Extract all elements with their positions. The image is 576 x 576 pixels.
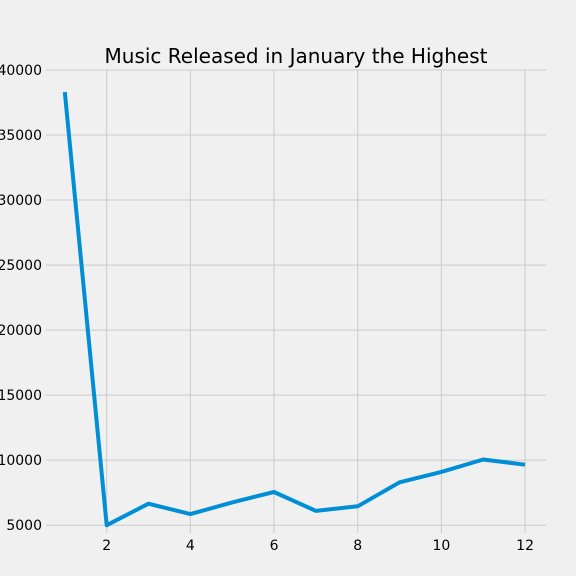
x-tick-label: 2 [102, 538, 111, 554]
x-tick-label: 8 [353, 538, 362, 554]
y-tick-label: 35000 [0, 128, 42, 144]
x-tick-label: 4 [186, 538, 195, 554]
data-point [523, 463, 527, 467]
data-point [272, 490, 276, 494]
data-point [356, 504, 360, 508]
series-layer [62, 90, 527, 528]
data-point [63, 90, 67, 94]
data-point [314, 509, 318, 513]
x-tick-label: 12 [516, 538, 534, 554]
y-tick-label: 5000 [6, 518, 42, 534]
data-point [188, 512, 192, 516]
chart-title: Music Released in January the Highest [105, 44, 488, 68]
data-point [481, 458, 485, 462]
series-line [62, 91, 526, 528]
x-tick-label: 6 [270, 538, 279, 554]
tick-label-layer: 2 4 6 8 10 12 5000 10000 15000 20000 25000 30000 350… [0, 63, 534, 554]
y-tick-label: 40000 [0, 63, 42, 79]
y-tick-label: 10000 [0, 453, 42, 469]
y-tick-label: 30000 [0, 193, 42, 209]
data-point [398, 480, 402, 484]
data-point [105, 523, 109, 527]
data-point [147, 502, 151, 506]
data-point [230, 500, 234, 504]
y-tick-label: 20000 [0, 323, 42, 339]
y-tick-label: 15000 [0, 388, 42, 404]
data-point [439, 470, 443, 474]
y-tick-label: 25000 [0, 258, 42, 274]
grid-layer [46, 69, 546, 533]
x-tick-label: 10 [432, 538, 450, 554]
